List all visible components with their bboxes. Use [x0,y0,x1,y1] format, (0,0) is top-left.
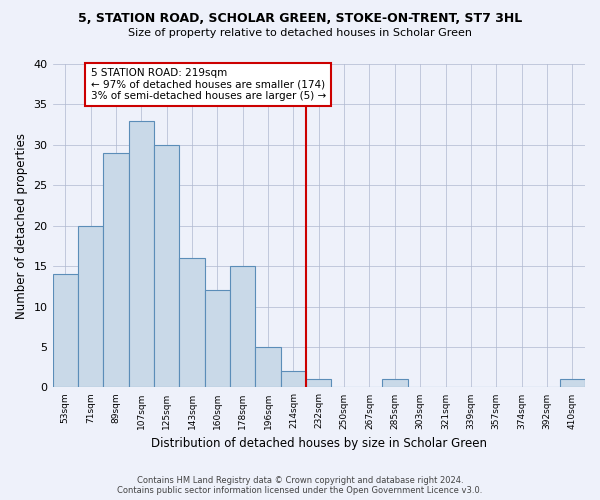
Text: Contains HM Land Registry data © Crown copyright and database right 2024.
Contai: Contains HM Land Registry data © Crown c… [118,476,482,495]
Text: 5, STATION ROAD, SCHOLAR GREEN, STOKE-ON-TRENT, ST7 3HL: 5, STATION ROAD, SCHOLAR GREEN, STOKE-ON… [78,12,522,26]
Bar [53,274,78,388]
Bar [382,380,407,388]
Bar [128,120,154,388]
Bar [154,145,179,388]
Bar [306,380,331,388]
Bar [205,290,230,388]
Bar [103,153,128,388]
Bar [78,226,103,388]
X-axis label: Distribution of detached houses by size in Scholar Green: Distribution of detached houses by size … [151,437,487,450]
Text: Size of property relative to detached houses in Scholar Green: Size of property relative to detached ho… [128,28,472,38]
Bar [560,380,585,388]
Bar [230,266,256,388]
Text: 5 STATION ROAD: 219sqm
← 97% of detached houses are smaller (174)
3% of semi-det: 5 STATION ROAD: 219sqm ← 97% of detached… [91,68,326,101]
Bar [281,372,306,388]
Bar [179,258,205,388]
Bar [256,347,281,388]
Y-axis label: Number of detached properties: Number of detached properties [15,132,28,318]
